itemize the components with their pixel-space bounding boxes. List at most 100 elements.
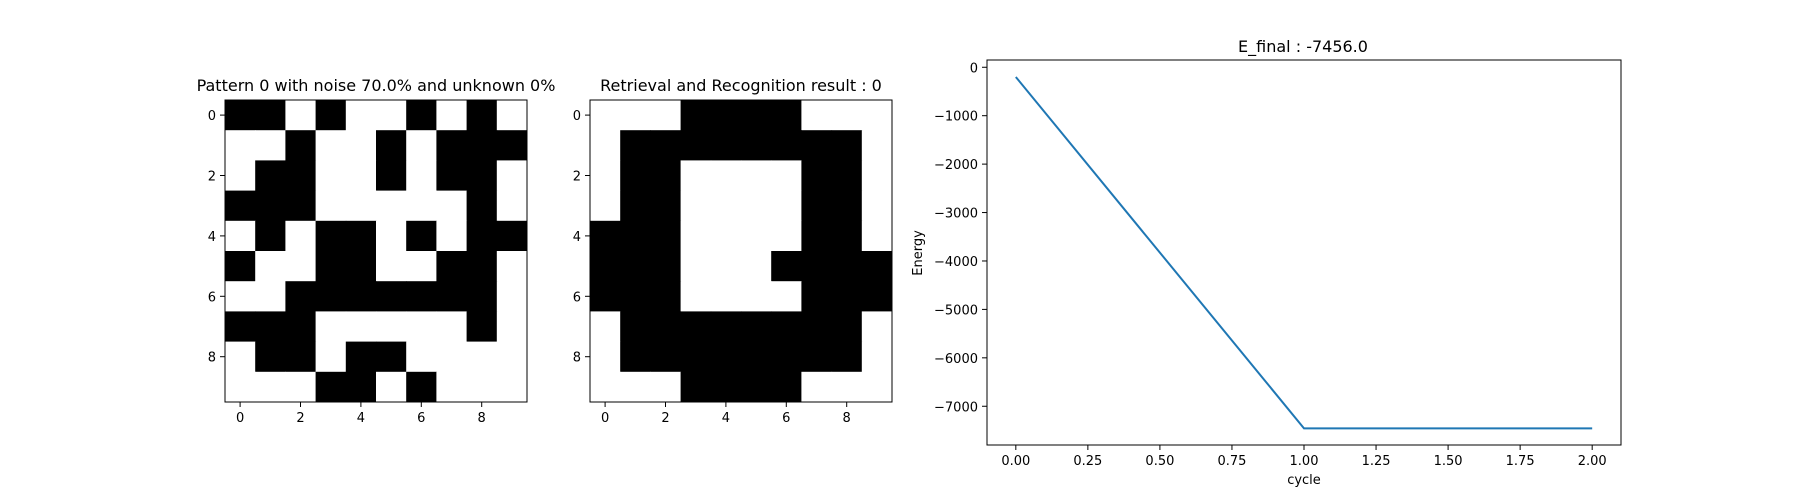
x-tick-label: 1.00 <box>1290 454 1319 469</box>
heatmap-cell <box>376 251 407 282</box>
heatmap-cell <box>345 190 377 222</box>
heatmap-cell <box>436 190 468 222</box>
heatmap-cell <box>680 220 712 252</box>
y-tick-label: 0 <box>573 109 581 124</box>
noisy-pattern-y-axis: 0 2 4 6 8 <box>208 109 225 366</box>
heatmap-cell <box>771 190 802 222</box>
heatmap-cell <box>741 341 772 373</box>
noisy-pattern-title: Pattern 0 with noise 70.0% and unknown 0… <box>197 76 556 95</box>
heatmap-cell <box>345 100 377 131</box>
heatmap-cell <box>680 281 712 312</box>
heatmap-cell <box>861 251 893 282</box>
heatmap-cell <box>590 100 621 131</box>
heatmap-cell <box>315 100 347 131</box>
heatmap-cell <box>436 281 468 312</box>
heatmap-cell <box>436 220 468 252</box>
retrieval-result-panel: Retrieval and Recognition result : 0 0 2 4… <box>573 76 893 426</box>
heatmap-cell <box>285 160 317 192</box>
heatmap-cell <box>831 190 863 222</box>
heatmap-cell <box>680 311 712 343</box>
heatmap-cell <box>376 220 407 252</box>
heatmap-cell <box>255 220 286 252</box>
y-tick-label: −5000 <box>934 303 978 318</box>
heatmap-cell <box>255 251 286 282</box>
x-tick-label: 8 <box>843 411 851 426</box>
heatmap-cell <box>255 100 286 131</box>
heatmap-cell <box>345 311 377 343</box>
heatmap-cell <box>376 341 407 373</box>
heatmap-cell <box>650 371 682 403</box>
heatmap-cell <box>345 130 377 161</box>
heatmap-cell <box>225 160 256 192</box>
heatmap-cell <box>680 130 712 161</box>
heatmap-cell <box>650 190 682 222</box>
heatmap-cell <box>650 311 682 343</box>
heatmap-cell <box>620 100 651 131</box>
heatmap-cell <box>376 100 407 131</box>
heatmap-cell <box>801 281 833 312</box>
heatmap-cell <box>255 281 286 312</box>
heatmap-cell <box>315 220 347 252</box>
heatmap-cell <box>741 100 772 131</box>
heatmap-cell <box>620 160 651 192</box>
heatmap-cell <box>710 281 742 312</box>
heatmap-cell <box>650 100 682 131</box>
retrieval-result-title: Retrieval and Recognition result : 0 <box>600 76 882 95</box>
heatmap-cell <box>406 190 437 222</box>
heatmap-cell <box>680 100 712 131</box>
heatmap-cell <box>861 160 893 192</box>
heatmap-cell <box>710 371 742 403</box>
heatmap-cell <box>496 130 528 161</box>
heatmap-cell <box>771 100 802 131</box>
retrieval-result-frame <box>589 99 893 403</box>
heatmap-cell <box>620 220 651 252</box>
heatmap-cell <box>225 311 256 343</box>
x-tick-label: 4 <box>722 411 730 426</box>
heatmap-cell <box>406 220 437 252</box>
heatmap-cell <box>771 341 802 373</box>
heatmap-cell <box>436 160 468 192</box>
heatmap-cell <box>710 311 742 343</box>
heatmap-cell <box>406 341 437 373</box>
y-tick-label: −1000 <box>934 110 978 125</box>
heatmap-cell <box>680 160 712 192</box>
heatmap-cell <box>680 251 712 282</box>
heatmap-cell <box>771 130 802 161</box>
heatmap-cell <box>801 220 833 252</box>
heatmap-cell <box>406 281 437 312</box>
heatmap-cell <box>496 371 528 403</box>
heatmap-cell <box>345 251 377 282</box>
x-tick-label: 0 <box>236 411 244 426</box>
heatmap-cell <box>255 130 286 161</box>
heatmap-cell <box>255 371 286 403</box>
heatmap-cell <box>590 311 621 343</box>
heatmap-cell <box>376 311 407 343</box>
energy-x-axis: 0.00 0.25 0.50 0.75 1.00 1.25 1.50 1.75 2.00 <box>1001 445 1607 469</box>
heatmap-cell <box>861 130 893 161</box>
y-tick-label: −7000 <box>934 400 978 415</box>
heatmap-cell <box>345 341 377 373</box>
heatmap-cell <box>710 130 742 161</box>
x-tick-label: 1.50 <box>1434 454 1463 469</box>
heatmap-cell <box>315 281 347 312</box>
heatmap-cell <box>436 311 468 343</box>
heatmap-cell <box>285 251 317 282</box>
heatmap-cell <box>466 220 498 252</box>
heatmap-cell <box>620 190 651 222</box>
heatmap-cell <box>496 311 528 343</box>
heatmap-cell <box>590 251 621 282</box>
energy-y-axis: 0 −1000 −2000 −3000 −4000 −5000 −6000 −7000 <box>934 61 987 415</box>
heatmap-cell <box>801 100 833 131</box>
heatmap-cell <box>650 251 682 282</box>
heatmap-cell <box>496 190 528 222</box>
y-tick-label: 8 <box>208 351 216 366</box>
heatmap-cell <box>741 220 772 252</box>
heatmap-cell <box>741 311 772 343</box>
heatmap-cell <box>831 251 863 282</box>
energy-plot-frame <box>986 59 1622 446</box>
heatmap-cell <box>285 311 317 343</box>
heatmap-cell <box>496 341 528 373</box>
x-tick-label: 1.75 <box>1506 454 1535 469</box>
heatmap-cell <box>680 341 712 373</box>
heatmap-cell <box>496 100 528 131</box>
